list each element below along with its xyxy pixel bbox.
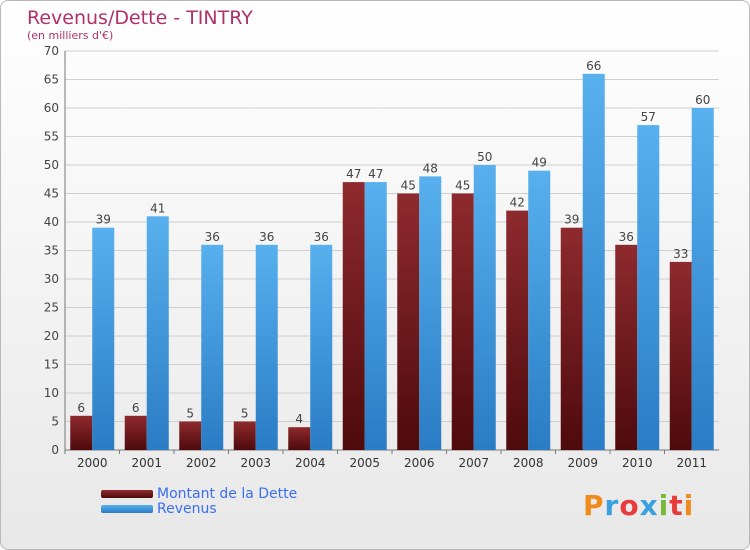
y-tick-label: 20 xyxy=(44,329,59,343)
bar-dette-2007 xyxy=(451,193,474,450)
bar-revenus-2008 xyxy=(528,170,551,450)
x-tick-label-2004: 2004 xyxy=(295,456,326,470)
y-tick-label: 0 xyxy=(51,443,59,457)
y-tick-label: 65 xyxy=(44,73,59,87)
data-label: 41 xyxy=(150,201,165,215)
bar-revenus-2010 xyxy=(637,125,660,450)
logo-letter: o xyxy=(619,489,640,522)
data-label: 45 xyxy=(455,179,470,193)
legend-label-dette: Montant de la Dette xyxy=(157,486,298,502)
bar-dette-2008 xyxy=(506,210,529,450)
data-label: 33 xyxy=(673,247,688,261)
x-tick-label-2009: 2009 xyxy=(567,456,598,470)
bar-dette-2006 xyxy=(397,193,420,450)
data-label: 5 xyxy=(241,407,249,421)
bar-revenus-2009 xyxy=(582,73,605,451)
bar-revenus-2011 xyxy=(691,108,714,450)
data-label: 50 xyxy=(477,150,492,164)
legend-label-revenus: Revenus xyxy=(157,501,217,517)
data-label: 5 xyxy=(186,407,194,421)
data-label: 36 xyxy=(619,230,634,244)
logo-letter: i xyxy=(658,489,670,522)
bar-revenus-2005 xyxy=(364,182,387,450)
y-tick-label: 55 xyxy=(44,130,59,144)
y-tick-label: 30 xyxy=(44,272,59,286)
legend-swatch-revenus xyxy=(101,505,153,513)
x-tick-label-2007: 2007 xyxy=(458,456,489,470)
y-tick-label: 15 xyxy=(44,358,59,372)
x-tick-label-2000: 2000 xyxy=(77,456,108,470)
bar-dette-2003 xyxy=(233,421,256,450)
bar-dette-2004 xyxy=(288,427,311,450)
logo-letter: r xyxy=(604,489,620,522)
y-tick-label: 70 xyxy=(44,44,59,58)
x-tick-label-2001: 2001 xyxy=(131,456,162,470)
y-tick-label: 5 xyxy=(51,415,59,429)
data-label: 36 xyxy=(205,230,220,244)
x-tick-label-2008: 2008 xyxy=(513,456,544,470)
bar-revenus-2002 xyxy=(201,244,224,450)
x-tick-label-2003: 2003 xyxy=(240,456,271,470)
data-label: 6 xyxy=(132,401,140,415)
data-label: 66 xyxy=(586,59,601,73)
bar-dette-2011 xyxy=(669,261,692,450)
bar-revenus-2001 xyxy=(146,216,169,450)
bar-revenus-2000 xyxy=(92,227,115,450)
chart-subtitle: (en milliers d'€) xyxy=(27,29,114,42)
y-tick-label: 35 xyxy=(44,244,59,258)
data-label: 48 xyxy=(423,161,438,175)
x-tick-label-2005: 2005 xyxy=(349,456,380,470)
data-label: 6 xyxy=(77,401,85,415)
logo-letter: P xyxy=(583,489,605,522)
x-tick-label-2006: 2006 xyxy=(404,456,435,470)
y-tick-label: 50 xyxy=(44,158,59,172)
legend-swatch-dette xyxy=(101,490,153,498)
data-label: 36 xyxy=(259,230,274,244)
chart-title: Revenus/Dette - TINTRY xyxy=(27,7,253,29)
data-label: 42 xyxy=(510,196,525,210)
data-label: 47 xyxy=(346,167,361,181)
x-tick-label-2010: 2010 xyxy=(622,456,653,470)
logo-letter: t xyxy=(669,489,684,522)
x-tick-label-2011: 2011 xyxy=(676,456,707,470)
proxiti-logo: Proxiti xyxy=(583,489,694,522)
data-label: 39 xyxy=(96,213,111,227)
data-label: 39 xyxy=(564,213,579,227)
bar-dette-2000 xyxy=(70,415,93,450)
y-tick-label: 40 xyxy=(44,215,59,229)
bar-revenus-2003 xyxy=(255,244,278,450)
bar-dette-2009 xyxy=(560,227,583,450)
data-label: 36 xyxy=(314,230,329,244)
y-tick-label: 10 xyxy=(44,386,59,400)
bar-dette-2002 xyxy=(179,421,202,450)
logo-letter: x xyxy=(639,489,659,522)
data-label: 47 xyxy=(368,167,383,181)
data-label: 60 xyxy=(695,93,710,107)
data-label: 49 xyxy=(532,156,547,170)
bar-dette-2010 xyxy=(615,244,638,450)
bar-revenus-2006 xyxy=(419,176,442,450)
data-label: 45 xyxy=(401,179,416,193)
bar-revenus-2007 xyxy=(473,165,496,450)
y-tick-label: 25 xyxy=(44,301,59,315)
data-label: 57 xyxy=(641,110,656,124)
data-label: 4 xyxy=(295,412,303,426)
bar-dette-2001 xyxy=(124,415,147,450)
bar-revenus-2004 xyxy=(310,244,333,450)
y-tick-label: 45 xyxy=(44,187,59,201)
x-tick-label-2002: 2002 xyxy=(186,456,217,470)
logo-letter: i xyxy=(683,489,695,522)
bar-dette-2005 xyxy=(342,182,365,450)
y-tick-label: 60 xyxy=(44,101,59,115)
